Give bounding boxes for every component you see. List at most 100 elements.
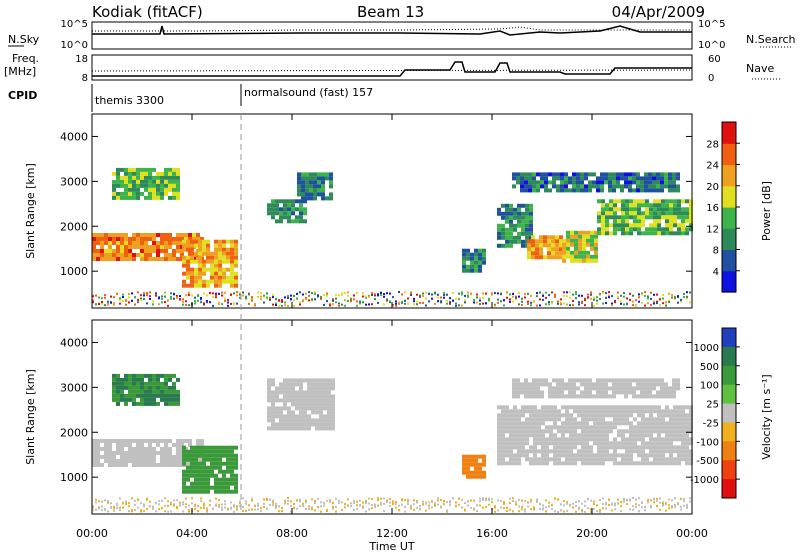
power-speckle — [536, 304, 538, 307]
power-speckle — [677, 295, 679, 298]
velocity-speckle — [104, 499, 106, 502]
velocity-cell-5 — [641, 433, 645, 438]
xtick-label: 20:00 — [576, 527, 608, 540]
power-speckle — [194, 296, 196, 299]
power-speckle — [674, 295, 676, 298]
velocity-cell-2 — [214, 481, 218, 486]
velocity-cell-5 — [649, 413, 653, 418]
velocity-speckle — [632, 497, 634, 499]
velocity-cell-0 — [128, 459, 132, 463]
power-cell-4 — [313, 176, 317, 181]
velocity-cell-1 — [164, 377, 168, 382]
power-cell-10 — [572, 188, 576, 193]
velocity-cell-5 — [561, 461, 565, 466]
velocity-speckle — [320, 510, 322, 513]
power-cell-2 — [210, 255, 214, 260]
power-cell-9 — [597, 231, 601, 236]
velocity-cell-1 — [156, 373, 160, 378]
power-cell-2 — [194, 239, 198, 244]
power-cell-3 — [283, 199, 287, 204]
power-cell-6 — [529, 207, 533, 212]
power-speckle — [95, 294, 97, 297]
velocity-speckle — [356, 504, 358, 507]
velocity-cell-2 — [222, 477, 226, 482]
velocity-cell-2 — [182, 477, 186, 482]
velocity-cell-1 — [164, 381, 168, 386]
velocity-cell-6 — [652, 382, 656, 387]
velocity-cell-1 — [112, 381, 116, 386]
power-cell-6 — [529, 223, 533, 228]
power-cell-8 — [566, 250, 570, 255]
velocity-speckle — [233, 504, 235, 507]
power-cell-2 — [214, 259, 218, 264]
power-cell-1 — [144, 167, 148, 172]
velocity-cell-1 — [132, 397, 136, 402]
power-cell-9 — [689, 223, 693, 228]
velocity-cell-3 — [283, 386, 287, 391]
ytick-label: 1000 — [60, 471, 88, 484]
power-speckle — [362, 301, 364, 304]
power-cell-10 — [672, 172, 676, 177]
power-cell-8 — [566, 238, 570, 243]
colorbar-tick-label: 500 — [700, 362, 719, 373]
power-cell-2 — [226, 275, 230, 280]
power-speckle — [416, 300, 418, 303]
velocity-cell-1 — [144, 381, 148, 386]
velocity-cell-6 — [612, 378, 616, 383]
velocity-cell-5 — [577, 453, 581, 458]
velocity-cell-3 — [303, 410, 307, 415]
power-cell-9 — [649, 211, 653, 216]
power-speckle — [155, 292, 157, 295]
power-cell-10 — [564, 180, 568, 185]
velocity-cell-3 — [295, 398, 299, 403]
power-speckle — [482, 302, 484, 305]
power-speckle — [518, 295, 520, 298]
velocity-cell-6 — [592, 394, 596, 399]
power-speckle — [590, 291, 592, 294]
velocity-cell-5 — [525, 441, 529, 446]
velocity-cell-4 — [466, 458, 470, 463]
power-cell-9 — [621, 203, 625, 208]
power-speckle — [419, 301, 421, 304]
power-cell-0 — [144, 245, 148, 249]
power-speckle — [362, 295, 364, 298]
power-cell-9 — [645, 227, 649, 232]
power-cell-10 — [620, 172, 624, 177]
velocity-cell-3 — [323, 386, 327, 391]
power-cell-10 — [612, 188, 616, 193]
velocity-cell-0 — [148, 459, 152, 463]
velocity-cell-5 — [513, 437, 517, 442]
cpid-mode-0: themis 3300 — [95, 94, 164, 107]
velocity-cell-5 — [569, 417, 573, 422]
power-cell-10 — [656, 176, 660, 181]
velocity-cell-1 — [128, 389, 132, 394]
power-cell-9 — [625, 227, 629, 232]
velocity-speckle — [494, 506, 496, 509]
velocity-cell-2 — [218, 489, 222, 494]
velocity-speckle — [545, 510, 547, 513]
velocity-cell-5 — [665, 445, 669, 450]
velocity-speckle — [542, 504, 544, 507]
power-cell-10 — [532, 184, 536, 189]
velocity-cell-0 — [116, 439, 120, 443]
power-cell-2 — [198, 255, 202, 260]
power-cell-10 — [580, 172, 584, 177]
power-speckle — [149, 295, 151, 298]
velocity-cell-6 — [584, 386, 588, 391]
power-cell-6 — [497, 211, 501, 216]
velocity-cell-6 — [604, 382, 608, 387]
velocity-cell-1 — [132, 377, 136, 382]
velocity-cell-3 — [303, 422, 307, 427]
power-cell-10 — [604, 176, 608, 181]
power-cell-0 — [120, 233, 124, 237]
velocity-cell-5 — [637, 425, 641, 430]
power-cell-0 — [196, 233, 200, 237]
velocity-cell-0 — [200, 439, 204, 443]
power-speckle — [446, 302, 448, 305]
power-speckle — [119, 298, 121, 301]
power-cell-7 — [547, 255, 551, 260]
velocity-cell-3 — [319, 378, 323, 383]
power-cell-10 — [568, 180, 572, 185]
velocity-speckle — [536, 501, 538, 504]
power-cell-6 — [505, 243, 509, 248]
